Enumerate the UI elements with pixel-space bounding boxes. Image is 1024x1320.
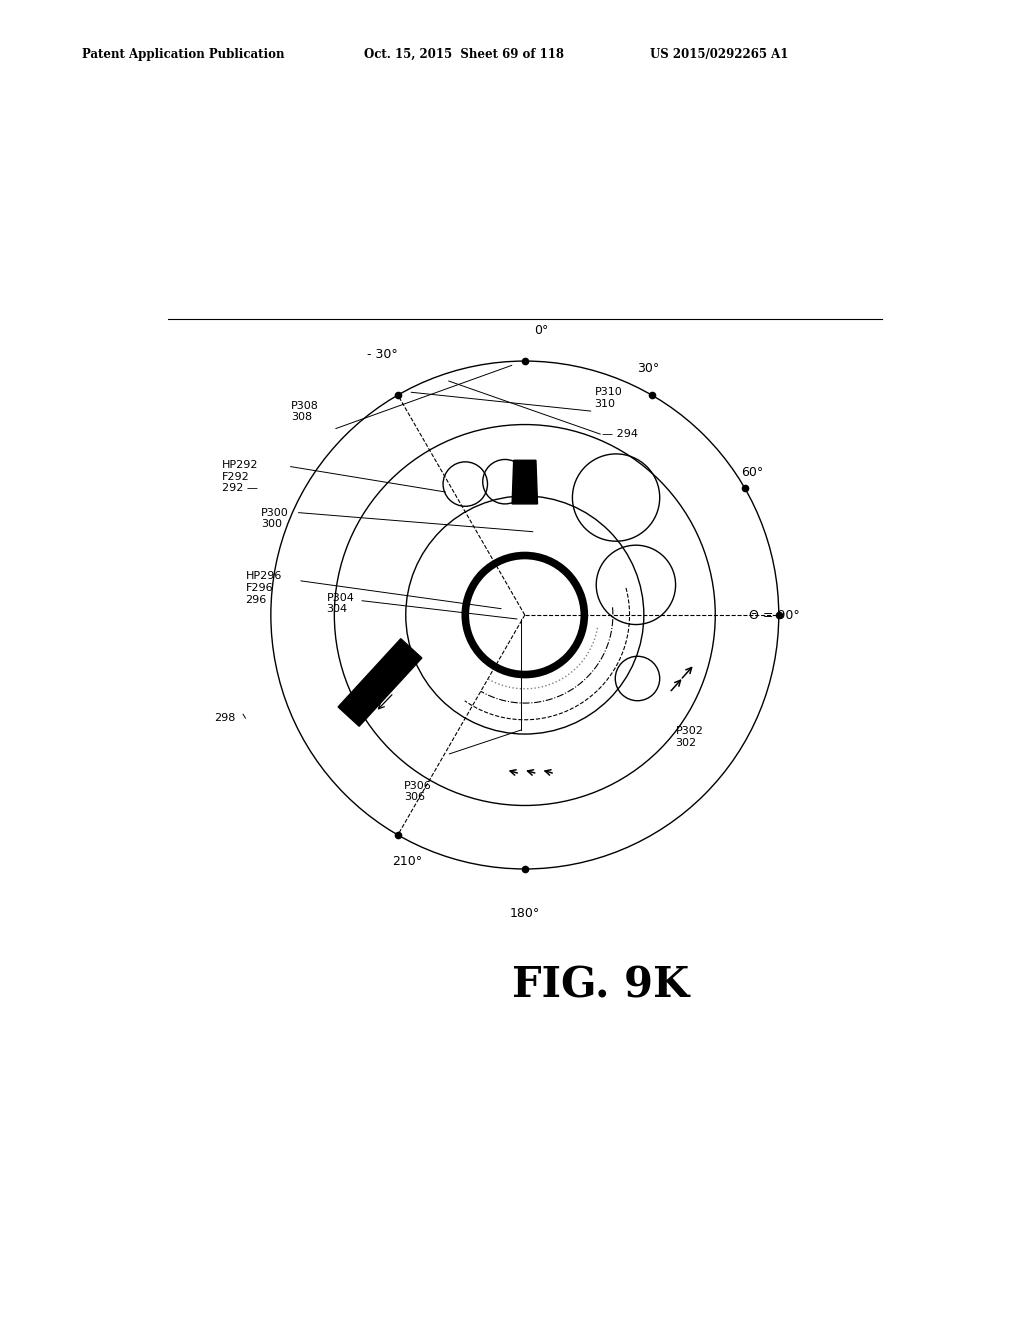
Text: P306
306: P306 306 — [404, 781, 432, 803]
Text: Oct. 15, 2015  Sheet 69 of 118: Oct. 15, 2015 Sheet 69 of 118 — [364, 48, 563, 61]
Text: Patent Application Publication: Patent Application Publication — [82, 48, 285, 61]
Text: 0°: 0° — [535, 325, 549, 338]
Text: HP296
F296
296: HP296 F296 296 — [246, 572, 282, 605]
Text: 30°: 30° — [637, 363, 658, 375]
Text: P310
310: P310 310 — [595, 387, 623, 409]
Polygon shape — [512, 461, 538, 504]
Text: 180°: 180° — [510, 907, 540, 920]
Polygon shape — [338, 639, 422, 726]
Text: HP292
F292
292 —: HP292 F292 292 — — [221, 461, 258, 494]
Text: — 294: — 294 — [602, 429, 638, 440]
Text: Θ = 90°: Θ = 90° — [749, 609, 800, 622]
Text: 210°: 210° — [392, 854, 422, 867]
Text: 298: 298 — [214, 713, 236, 723]
Text: US 2015/0292265 A1: US 2015/0292265 A1 — [650, 48, 788, 61]
Text: 60°: 60° — [740, 466, 763, 479]
Text: P300
300: P300 300 — [261, 508, 289, 529]
Text: P308
308: P308 308 — [291, 400, 318, 422]
Text: P304
304: P304 304 — [327, 593, 354, 614]
Text: - 30°: - 30° — [368, 348, 398, 362]
Text: FIG. 9K: FIG. 9K — [512, 965, 689, 1007]
Text: P302
302: P302 302 — [676, 726, 703, 747]
